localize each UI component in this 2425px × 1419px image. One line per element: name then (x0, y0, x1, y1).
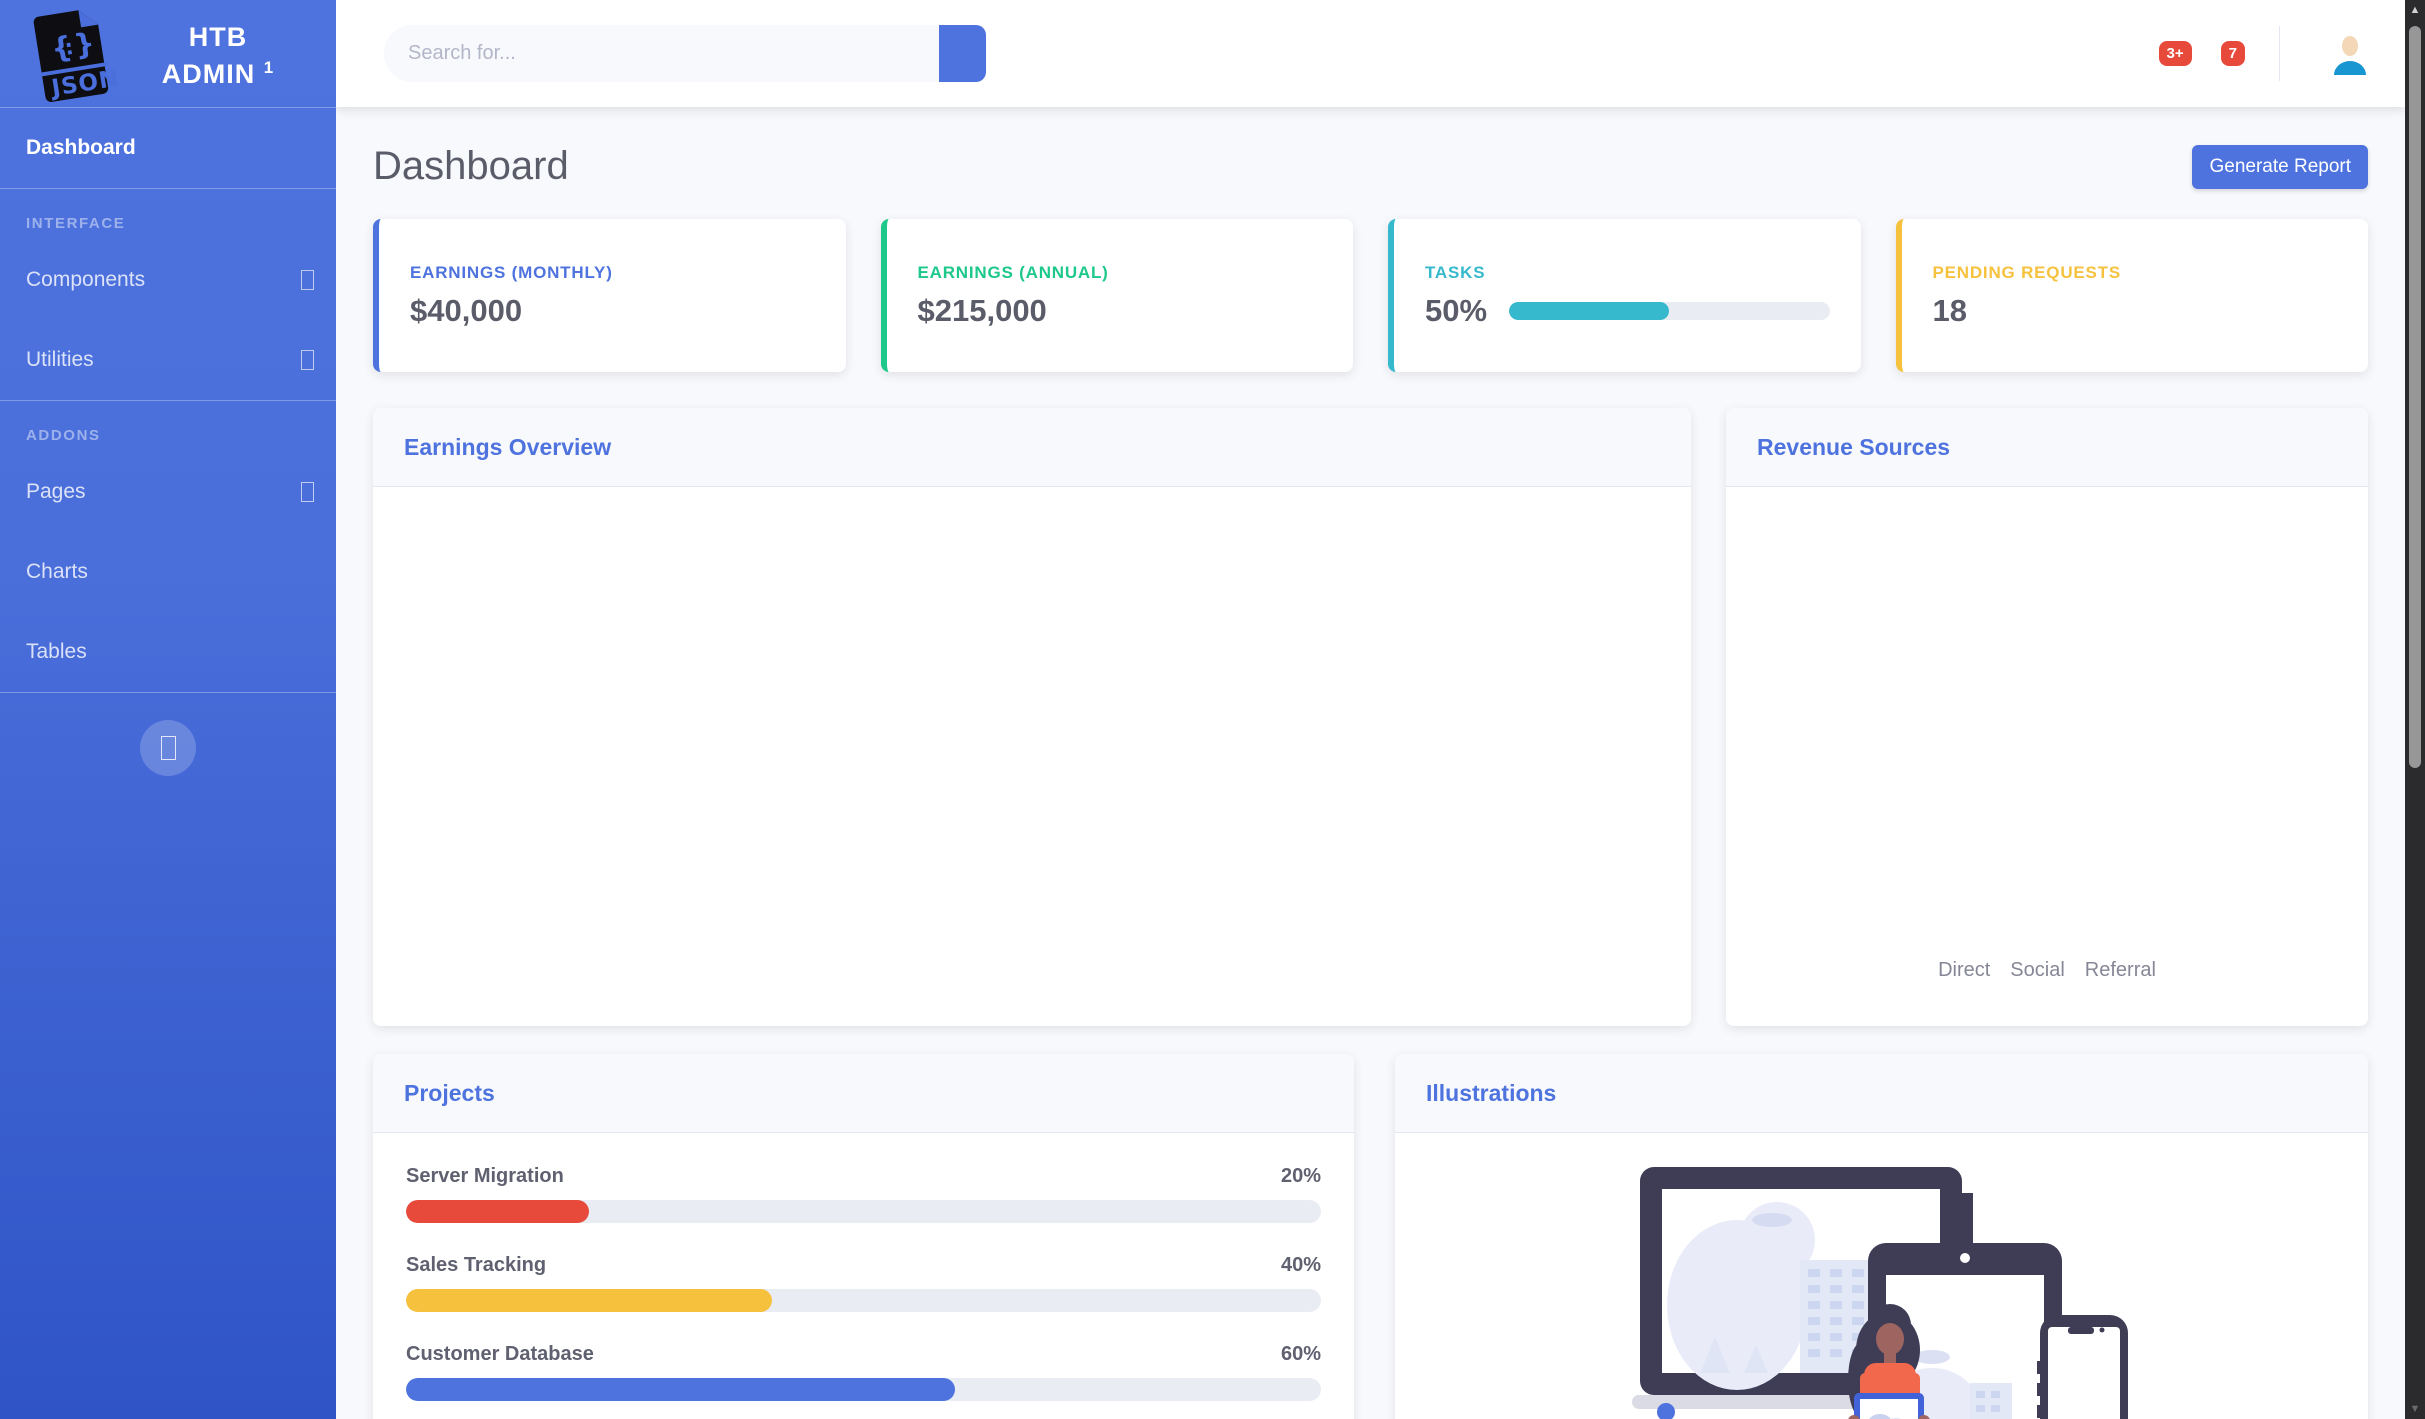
brand-link[interactable]: { : } JSON HTB ADMIN 1 (0, 0, 336, 107)
brand-line2: ADMIN 1 (161, 57, 275, 89)
chevron-down-icon (301, 350, 314, 370)
messages-counter-badge[interactable]: 7 (2220, 41, 2245, 66)
project-percent: 40% (1280, 1254, 1321, 1276)
project-name: Server Migration (406, 1165, 564, 1187)
sidebar-item-label: Tables (26, 640, 87, 663)
scrollbar-thumb[interactable] (2409, 26, 2421, 768)
chevron-left-icon (160, 736, 176, 760)
sidebar-item-tables[interactable]: Tables (0, 612, 336, 692)
stat-card-value: $40,000 (410, 292, 523, 328)
sidebar-heading-addons: ADDONS (26, 427, 101, 444)
stat-card-label: TASKS (1425, 262, 1486, 282)
sidebar-item-charts[interactable]: Charts (0, 532, 336, 612)
sidebar-collapse-button[interactable] (140, 720, 196, 776)
chevron-down-icon (301, 482, 314, 502)
sidebar-item-utilities[interactable]: Utilities (0, 320, 336, 400)
illustrations-panel: Illustrations (1395, 1054, 2368, 1419)
project-progress-fill (406, 1200, 589, 1223)
project-row-server-migration: Server Migration 20% (406, 1165, 1321, 1223)
sidebar-item-label: Charts (26, 560, 88, 583)
stat-card-value: $215,000 (917, 292, 1047, 328)
tasks-progress-bar (1509, 301, 1830, 320)
user-avatar[interactable] (2332, 33, 2368, 75)
revenue-sources-title: Revenue Sources (1757, 433, 1951, 460)
project-progress-bar (406, 1289, 1321, 1312)
legend-item-referral: Referral (2084, 959, 2156, 981)
stat-card-earnings-monthly: EARNINGS (MONTHLY) $40,000 (373, 219, 846, 372)
project-percent: 20% (1280, 1165, 1321, 1187)
sidebar-item-label: Pages (26, 480, 86, 503)
page-title: Dashboard (373, 144, 569, 188)
projects-header: Projects (373, 1054, 1354, 1133)
sidebar-divider (0, 400, 336, 401)
stat-card-value: 50% (1425, 292, 1488, 328)
tasks-progress-fill (1509, 301, 1670, 320)
sidebar-divider (0, 692, 336, 693)
revenue-sources-header: Revenue Sources (1726, 408, 2368, 487)
sidebar-heading-interface: INTERFACE (26, 215, 126, 232)
revenue-sources-panel: Revenue Sources Direct Social Referral (1726, 408, 2368, 1026)
sidebar-item-label: Dashboard (26, 136, 136, 159)
alerts-counter-badge[interactable]: 3+ (2158, 41, 2192, 66)
project-progress-bar (406, 1378, 1321, 1401)
stat-card-tasks: TASKS 50% (1388, 219, 1861, 372)
brand-line1: HTB (188, 22, 248, 53)
search-button[interactable] (939, 25, 986, 82)
stat-card-label: EARNINGS (ANNUAL) (917, 262, 1109, 282)
sidebar-item-components[interactable]: Components (0, 240, 336, 320)
brand-title: HTB ADMIN 1 (120, 19, 316, 92)
page-content: Dashboard Generate Report EARNINGS (MONT… (336, 107, 2405, 1419)
search-input[interactable] (384, 25, 939, 82)
illustrations-title: Illustrations (1426, 1079, 1557, 1106)
project-percent: 60% (1280, 1343, 1321, 1365)
project-name: Customer Database (406, 1343, 594, 1365)
scrollbar[interactable]: ▲ ▼ (2405, 0, 2425, 1419)
project-row-sales-tracking: Sales Tracking 40% (406, 1254, 1321, 1312)
project-progress-fill (406, 1289, 772, 1312)
topbar-divider (2279, 26, 2280, 81)
search-form (384, 25, 986, 82)
revenue-legend: Direct Social Referral (1938, 959, 2156, 1026)
main-area: 3+ 7 Dashboard Generate Report EARNINGS … (336, 0, 2405, 1419)
project-progress-bar (406, 1200, 1321, 1223)
devices-illustration (1631, 1167, 2128, 1419)
illustrations-header: Illustrations (1395, 1054, 2368, 1133)
sidebar-divider (0, 107, 336, 108)
sidebar-item-label: Utilities (26, 348, 94, 371)
project-progress-fill (406, 1378, 955, 1401)
projects-title: Projects (404, 1079, 495, 1106)
stat-card-value: 18 (1932, 292, 1967, 328)
earnings-overview-header: Earnings Overview (373, 408, 1691, 487)
brand-superscript: 1 (263, 57, 275, 77)
stat-card-label: EARNINGS (MONTHLY) (410, 262, 613, 282)
generate-report-button[interactable]: Generate Report (2192, 144, 2368, 189)
sidebar-divider (0, 188, 336, 189)
project-row-customer-database: Customer Database 60% (406, 1343, 1321, 1401)
stat-card-pending-requests: PENDING REQUESTS 18 (1895, 219, 2368, 372)
stat-card-earnings-annual: EARNINGS (ANNUAL) $215,000 (880, 219, 1353, 372)
scroll-up-icon[interactable]: ▲ (2409, 4, 2421, 16)
project-name: Sales Tracking (406, 1254, 547, 1276)
sidebar-item-pages[interactable]: Pages (0, 452, 336, 532)
earnings-overview-panel: Earnings Overview (373, 408, 1691, 1026)
earnings-overview-chart-area (373, 487, 1691, 1026)
sidebar-item-dashboard[interactable]: Dashboard (0, 108, 336, 188)
json-file-logo-icon: { : } JSON (33, 9, 120, 102)
scroll-down-icon[interactable]: ▼ (2409, 1403, 2421, 1415)
stat-card-row: EARNINGS (MONTHLY) $40,000 EARNINGS (ANN… (373, 219, 2368, 372)
chevron-down-icon (301, 270, 314, 290)
stat-card-label: PENDING REQUESTS (1932, 262, 2121, 282)
legend-item-social: Social (2010, 959, 2065, 981)
sidebar: { : } JSON HTB ADMIN 1 Dashboard INTERFA… (0, 0, 336, 1419)
projects-panel: Projects Server Migration 20% (373, 1054, 1354, 1419)
legend-item-direct: Direct (1938, 959, 1991, 981)
earnings-overview-title: Earnings Overview (404, 433, 612, 460)
sidebar-item-label: Components (26, 268, 146, 291)
revenue-sources-chart-area: Direct Social Referral (1726, 487, 2368, 1026)
svg-text::: : (63, 33, 75, 59)
topbar-right: 3+ 7 (2158, 26, 2368, 81)
topbar: 3+ 7 (336, 0, 2405, 107)
